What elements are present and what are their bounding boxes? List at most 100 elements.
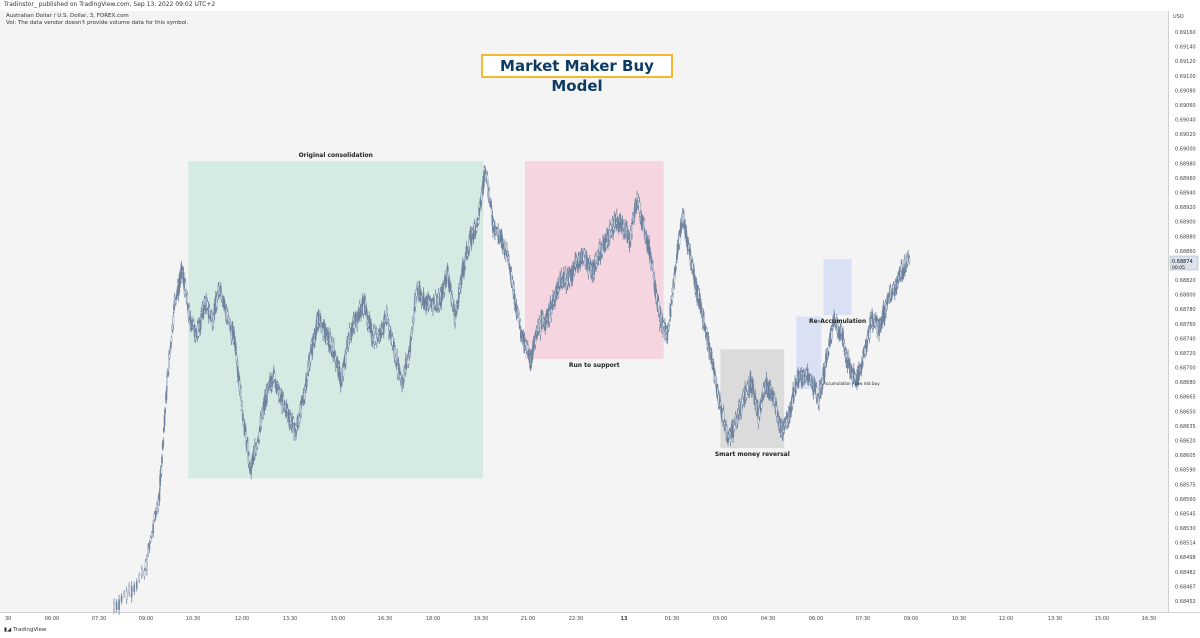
candle-body bbox=[157, 498, 160, 509]
price-tick: 0.68575 bbox=[1175, 482, 1196, 488]
candle-body bbox=[811, 378, 813, 385]
annotation-zone bbox=[188, 161, 484, 479]
time-tick: 07:30 bbox=[92, 616, 106, 622]
candle-body bbox=[745, 391, 748, 398]
candle-body bbox=[380, 332, 383, 337]
price-tick: 0.68620 bbox=[1175, 439, 1196, 445]
time-tick: 13 bbox=[621, 616, 628, 622]
candle-body bbox=[163, 415, 166, 426]
time-tick: 06:00 bbox=[45, 616, 59, 622]
price-tick: 0.68665 bbox=[1175, 395, 1196, 401]
annotation-label: Original consolidation bbox=[299, 152, 373, 159]
price-axis[interactable] bbox=[1168, 11, 1200, 612]
candle-body bbox=[240, 388, 242, 398]
countdown-value: 00:05 bbox=[1172, 265, 1185, 271]
price-tick: 0.68940 bbox=[1175, 190, 1196, 196]
candle-body bbox=[305, 380, 308, 387]
price-tick: 0.68545 bbox=[1175, 511, 1196, 517]
candle-body bbox=[445, 277, 448, 285]
candle-body bbox=[697, 289, 700, 300]
candle-body bbox=[648, 240, 650, 251]
candle-body bbox=[370, 323, 372, 333]
time-tick: 13:30 bbox=[283, 616, 297, 622]
price-tick: 0.68680 bbox=[1175, 380, 1196, 386]
candle-body bbox=[675, 262, 678, 268]
candle-body bbox=[206, 301, 209, 308]
candle-body bbox=[840, 326, 842, 335]
candle-body bbox=[636, 193, 638, 199]
candle-body bbox=[391, 336, 394, 346]
price-tick: 0.68514 bbox=[1175, 541, 1196, 547]
candle-body bbox=[298, 416, 301, 422]
candle-body bbox=[605, 241, 607, 248]
candle-body bbox=[790, 403, 793, 414]
candle-body bbox=[342, 366, 345, 377]
candle-body bbox=[309, 352, 312, 362]
candle-body bbox=[545, 320, 547, 325]
candle-body bbox=[635, 203, 638, 211]
candle-body bbox=[857, 377, 859, 384]
candle-body bbox=[611, 230, 613, 236]
candle-body bbox=[710, 351, 713, 361]
candle-body bbox=[629, 230, 632, 242]
time-tick: 15:00 bbox=[1095, 616, 1109, 622]
annotation-zone bbox=[823, 259, 852, 315]
candle-body bbox=[162, 440, 165, 447]
candle-body bbox=[871, 311, 873, 319]
candle-body bbox=[705, 328, 708, 333]
time-axis[interactable] bbox=[0, 612, 1200, 626]
time-tick: 10:30 bbox=[186, 616, 200, 622]
candle-body bbox=[120, 595, 123, 602]
candle-body bbox=[146, 559, 148, 571]
candle-body bbox=[292, 418, 295, 424]
symbol-description[interactable]: Australian Dollar / U.S. Dollar, 3, FORE… bbox=[6, 13, 129, 19]
candle-body bbox=[645, 233, 648, 242]
price-tick: 0.68650 bbox=[1175, 409, 1196, 415]
candle-body bbox=[643, 220, 645, 228]
candle-body bbox=[214, 309, 216, 314]
time-tick: 22:30 bbox=[569, 616, 583, 622]
candle-body bbox=[486, 175, 489, 184]
candle-body bbox=[274, 380, 277, 387]
candle-body bbox=[365, 308, 368, 314]
currency-label: USD bbox=[1173, 14, 1184, 20]
candle-body bbox=[492, 221, 495, 227]
candle-body bbox=[231, 325, 234, 336]
candle-body bbox=[388, 326, 391, 332]
time-tick: 06:00 bbox=[809, 616, 823, 622]
price-tick: 0.68960 bbox=[1175, 176, 1196, 182]
candle-body bbox=[671, 299, 673, 305]
candle-body bbox=[518, 314, 520, 322]
candle-body bbox=[557, 288, 560, 292]
candle-body bbox=[158, 491, 161, 502]
candle-body bbox=[533, 342, 535, 349]
price-tick: 0.68560 bbox=[1175, 497, 1196, 503]
candle-body bbox=[118, 599, 120, 611]
price-tick: 0.68700 bbox=[1175, 366, 1196, 372]
candle-body bbox=[650, 257, 653, 263]
candle-body bbox=[868, 328, 871, 339]
candle-body bbox=[477, 219, 480, 224]
candle-body bbox=[707, 336, 710, 346]
candle-body bbox=[666, 331, 669, 341]
candle-body bbox=[669, 308, 672, 318]
candle-body bbox=[345, 353, 347, 364]
candle-body bbox=[457, 300, 460, 307]
candle-body bbox=[722, 409, 725, 421]
price-tick: 0.68482 bbox=[1175, 570, 1196, 576]
candle-body bbox=[148, 543, 151, 550]
last-price-badge bbox=[1169, 255, 1199, 271]
time-tick: 04:30 bbox=[761, 616, 775, 622]
last-price-value: 0.68874 bbox=[1172, 259, 1193, 265]
candle-body bbox=[184, 281, 187, 291]
price-tick: 0.68880 bbox=[1175, 234, 1196, 240]
candle-body bbox=[241, 402, 244, 406]
price-tick: 0.69120 bbox=[1175, 59, 1196, 65]
candle-body bbox=[154, 510, 157, 518]
price-tick: 0.69040 bbox=[1175, 118, 1196, 124]
annotation-label: Smart money reversal bbox=[715, 451, 790, 458]
price-tick: 0.68605 bbox=[1175, 453, 1196, 459]
candle-body bbox=[125, 590, 128, 600]
candle-body bbox=[680, 224, 683, 231]
